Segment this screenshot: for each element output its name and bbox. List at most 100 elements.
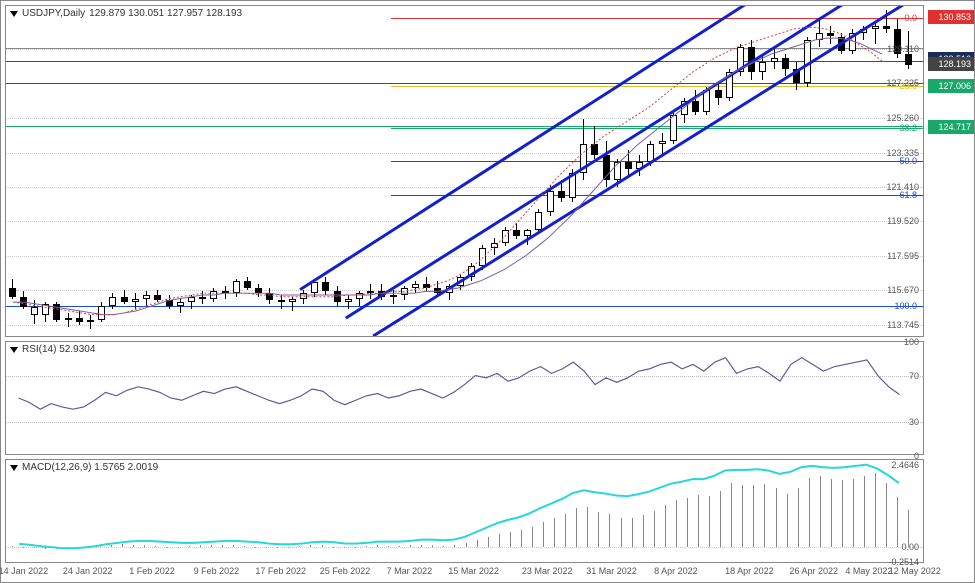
- rsi-panel-title: RSI(14) 52.9304: [10, 344, 95, 355]
- x-tick-label: 12 May 2022: [889, 566, 941, 576]
- macd-hist-bar: [56, 547, 57, 549]
- chart-container: USDJPY,Daily 129.879 130.051 127.957 128…: [0, 0, 975, 583]
- macd-hist-bar: [809, 478, 810, 547]
- x-tick-label: 23 Mar 2022: [522, 566, 573, 576]
- macd-hist-bar: [554, 518, 555, 547]
- macd-hist-bar: [12, 546, 13, 547]
- macd-hist-bar: [543, 522, 544, 547]
- y-tick-label: 121.410: [886, 182, 919, 192]
- macd-hist-bar: [100, 545, 101, 547]
- macd-hist-bar: [532, 527, 533, 547]
- macd-hist-bar: [200, 545, 201, 547]
- price-level-box: 130.853: [928, 10, 974, 24]
- fib-line: [391, 86, 923, 87]
- rsi-level-line: [6, 376, 923, 377]
- macd-hist-bar: [598, 512, 599, 548]
- dropdown-icon[interactable]: [10, 465, 18, 471]
- price-panel[interactable]: USDJPY,Daily 129.879 130.051 127.957 128…: [5, 5, 924, 337]
- y-tick-label: 70: [909, 371, 919, 381]
- rsi-label: RSI(14) 52.9304: [22, 344, 95, 355]
- grid-line: [6, 153, 923, 154]
- y-tick-label: 2.4646: [891, 460, 919, 470]
- macd-panel[interactable]: MACD(12,26,9) 1.5765 2.0019 0.002.4646-0…: [5, 459, 924, 563]
- macd-hist-bar: [499, 534, 500, 547]
- x-tick-label: 15 Mar 2022: [448, 566, 499, 576]
- macd-hist-bar: [189, 546, 190, 547]
- symbol-label: USDJPY,Daily: [22, 8, 85, 19]
- fib-line: [6, 306, 923, 307]
- x-tick-label: 7 Mar 2022: [387, 566, 433, 576]
- macd-hist-bar: [687, 498, 688, 547]
- macd-hist-bar: [78, 547, 79, 548]
- x-tick-label: 25 Feb 2022: [320, 566, 371, 576]
- macd-hist-bar: [698, 495, 699, 547]
- x-tick-label: 1 Feb 2022: [129, 566, 175, 576]
- macd-hist-bar: [144, 545, 145, 547]
- macd-hist-bar: [377, 545, 378, 547]
- macd-hist-bar: [333, 547, 334, 548]
- macd-hist-bar: [510, 532, 511, 547]
- macd-hist-bar: [344, 547, 345, 548]
- macd-hist-bar: [798, 488, 799, 548]
- macd-hist-bar: [643, 515, 644, 547]
- macd-hist-bar: [587, 507, 588, 547]
- macd-hist-bar: [609, 514, 610, 547]
- macd-hist-bar: [288, 547, 289, 548]
- y-tick-label: 127.225: [886, 78, 919, 88]
- rsi-y-axis: 03070100: [875, 342, 923, 454]
- macd-hist-bar: [488, 537, 489, 547]
- macd-hist-bar: [255, 547, 256, 548]
- dropdown-icon[interactable]: [10, 347, 18, 353]
- macd-hist-bar: [443, 546, 444, 547]
- macd-hist-bar: [576, 508, 577, 547]
- grid-line: [6, 325, 923, 326]
- rsi-level-line: [6, 422, 923, 423]
- x-tick-label: 26 Apr 2022: [789, 566, 838, 576]
- macd-hist-bar: [23, 547, 24, 548]
- macd-hist-bar: [842, 480, 843, 547]
- y-tick-label: 123.335: [886, 148, 919, 158]
- macd-hist-bar: [432, 545, 433, 547]
- x-tick-label: 18 Apr 2022: [725, 566, 774, 576]
- y-tick-label: 119.520: [887, 216, 919, 226]
- macd-hist-bar: [299, 546, 300, 547]
- macd-hist-bar: [454, 545, 455, 547]
- fib-line: [391, 195, 923, 196]
- ohlc-label: 129.879 130.051 127.957 128.193: [89, 8, 242, 19]
- macd-hist-bar: [565, 514, 566, 547]
- macd-y-axis: 0.002.4646-0.2514: [875, 460, 923, 562]
- macd-chart-body: [6, 460, 923, 562]
- price-chart-body: 0.023.638.250.061.8100.0: [6, 6, 923, 336]
- macd-hist-bar: [820, 476, 821, 547]
- grid-line: [6, 256, 923, 257]
- macd-hist-bar: [676, 500, 677, 548]
- fib-line: [391, 128, 923, 129]
- fib-line: [391, 161, 923, 162]
- rsi-chart-body: [6, 342, 923, 454]
- y-tick-label: 113.745: [887, 320, 919, 330]
- y-tick-label: 100: [904, 337, 919, 347]
- macd-hist-bar: [178, 547, 179, 548]
- x-tick-label: 8 Apr 2022: [654, 566, 698, 576]
- price-level-box: 127.006: [928, 79, 974, 93]
- x-tick-label: 14 Jan 2022: [0, 566, 48, 576]
- macd-hist-bar: [421, 545, 422, 548]
- macd-hist-bar: [67, 547, 68, 548]
- grid-line: [6, 290, 923, 291]
- rsi-panel[interactable]: RSI(14) 52.9304 03070100: [5, 341, 924, 455]
- price-level-box: 128.193: [928, 57, 974, 71]
- macd-hist-bar: [654, 511, 655, 547]
- macd-zero-line: [6, 547, 923, 548]
- fib-line: [391, 18, 923, 19]
- macd-hist-bar: [709, 496, 710, 547]
- x-tick-label: 4 May 2022: [845, 566, 892, 576]
- macd-hist-bar: [244, 546, 245, 547]
- macd-hist-bar: [466, 543, 467, 547]
- y-tick-label: 117.595: [887, 251, 919, 261]
- dropdown-icon[interactable]: [10, 11, 18, 17]
- macd-hist-bar: [477, 540, 478, 547]
- macd-hist-bar: [731, 483, 732, 547]
- macd-panel-title: MACD(12,26,9) 1.5765 2.0019: [10, 462, 158, 473]
- macd-hist-bar: [111, 545, 112, 548]
- macd-hist-bar: [133, 545, 134, 548]
